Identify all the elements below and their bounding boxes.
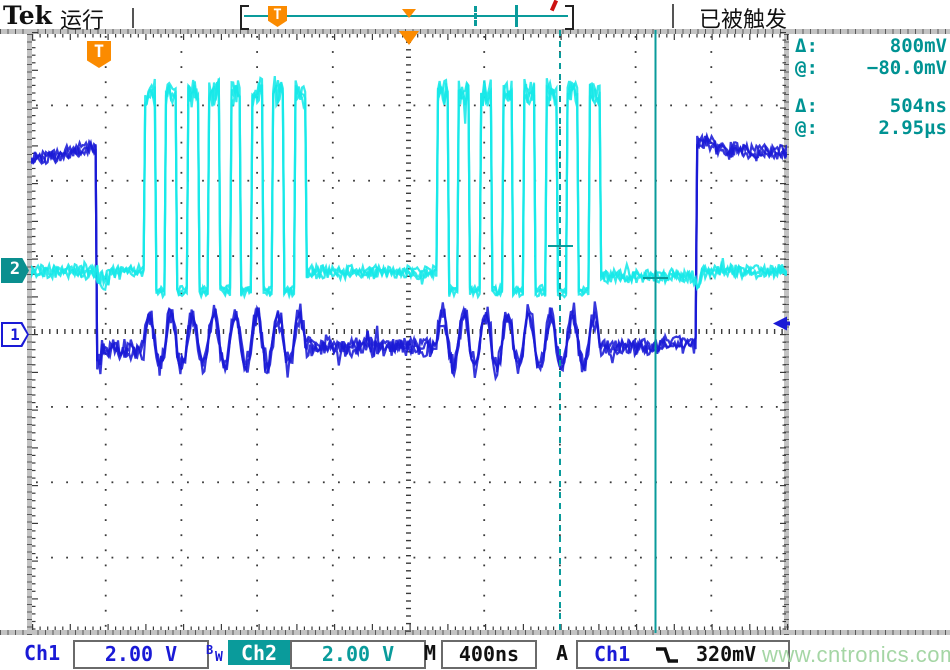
- ch2-label-badge: Ch2: [228, 640, 290, 665]
- tek-logo: Tek: [3, 1, 52, 30]
- watermark: www.cntronics.com: [762, 642, 950, 667]
- bw-w: W: [215, 650, 223, 665]
- at-t-value: 2.95µs: [878, 117, 947, 139]
- trigger-point-marker-icon: [399, 31, 419, 45]
- timebase-readout: 400ns: [441, 640, 537, 669]
- trigger-position-flag-icon: T: [268, 6, 287, 27]
- falling-edge-icon: [656, 647, 678, 663]
- record-view-left-bracket: [240, 5, 249, 30]
- measurement-row: Δ: 504ns: [795, 95, 947, 117]
- ch1-scale-readout: 2.00 V: [73, 640, 209, 669]
- delta-v-value: 800mV: [889, 35, 947, 57]
- trigger-source: Ch1: [594, 642, 631, 666]
- graticule-right-border: [784, 29, 789, 635]
- run-status-label: 运行: [60, 9, 105, 34]
- ch2-reference-marker: 2: [1, 258, 29, 283]
- measurement-row: Δ: 800mV: [795, 35, 947, 57]
- main-timebase-label: M: [424, 641, 437, 665]
- bandwidth-limit-icon: B W: [206, 643, 230, 665]
- delta-v-label: Δ:: [795, 35, 818, 57]
- header-divider-2: [672, 4, 674, 28]
- at-t-label: @:: [795, 117, 818, 139]
- measurement-row: @: 2.95µs: [795, 117, 947, 139]
- graticule-top-border: [0, 29, 950, 34]
- delta-t-label: Δ:: [795, 95, 818, 117]
- cursor1-position-tick: [474, 6, 477, 26]
- graticule-left-border: [27, 29, 32, 635]
- cursor2-position-tick: [515, 5, 518, 27]
- ch2-scale-readout: 2.00 V: [290, 640, 426, 669]
- bw-b: B: [206, 643, 214, 657]
- trigger-position-triangle-icon: [402, 9, 416, 18]
- trigger-level: 320mV: [696, 642, 757, 666]
- ch1-label: Ch1: [24, 641, 61, 665]
- at-v-value: −80.0mV: [866, 57, 947, 79]
- record-view-right-bracket: [565, 5, 574, 30]
- header-divider: [132, 8, 134, 28]
- ch1-reference-marker-label: 1: [3, 324, 27, 345]
- at-v-label: @:: [795, 57, 818, 79]
- measurement-row: @: −80.0mV: [795, 57, 947, 79]
- trigger-status-label: 已被触发: [699, 8, 788, 33]
- acquisition-label: A: [556, 641, 569, 665]
- ch1-reference-marker: 1: [1, 322, 29, 347]
- delta-t-value: 504ns: [889, 95, 947, 117]
- graticule-bottom-border: [0, 630, 950, 635]
- trigger-readout-box: Ch1 320mV: [576, 640, 790, 669]
